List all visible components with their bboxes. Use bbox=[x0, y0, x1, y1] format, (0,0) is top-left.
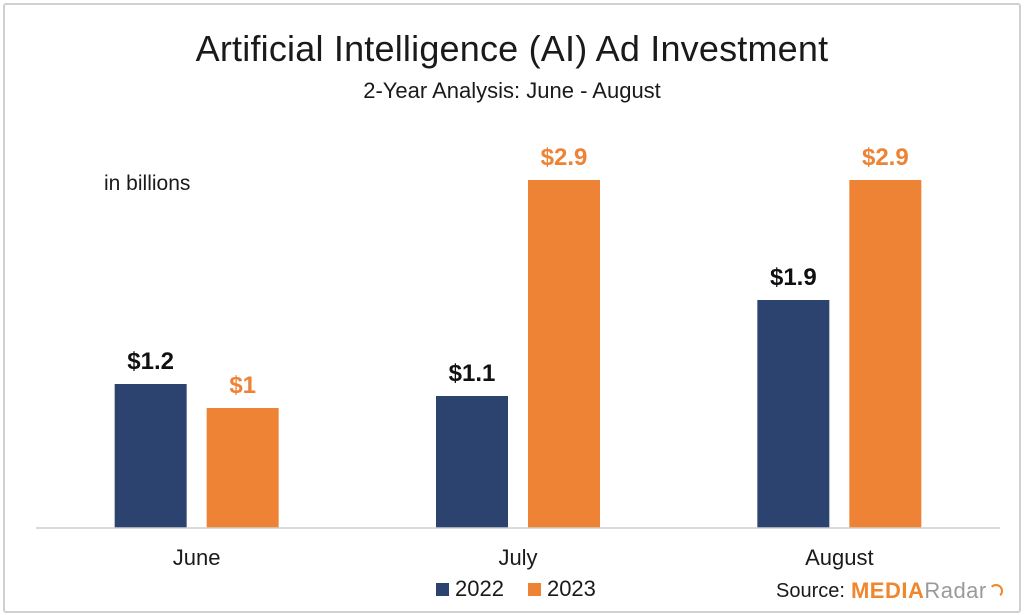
legend-label-2022: 2022 bbox=[455, 576, 504, 601]
legend: 2022 2023 bbox=[436, 576, 620, 602]
unit-note: in billions bbox=[104, 172, 191, 195]
data-label-august-2022: $1.9 bbox=[770, 264, 817, 291]
legend-item-2022: 2022 bbox=[436, 576, 504, 602]
data-label-july-2022: $1.1 bbox=[449, 360, 496, 387]
bar-july-2022 bbox=[436, 396, 508, 528]
source-label: Source: bbox=[776, 579, 845, 602]
radar-signal-icon bbox=[988, 584, 1003, 598]
bar-august-2023 bbox=[849, 180, 922, 528]
bar-august-2022 bbox=[757, 300, 830, 528]
legend-label-2023: 2023 bbox=[546, 576, 596, 601]
x-tick-label-august: August bbox=[805, 545, 874, 570]
bar-july-2023 bbox=[528, 180, 600, 528]
brand-part1: MEDIA bbox=[850, 578, 925, 603]
bar-june-2022 bbox=[114, 384, 187, 528]
x-tick-label-june: June bbox=[173, 545, 221, 570]
legend-item-2023: 2023 bbox=[527, 576, 596, 602]
data-label-august-2023: $2.9 bbox=[862, 144, 909, 171]
x-tick-label-july: July bbox=[498, 545, 537, 570]
legend-swatch-2023 bbox=[527, 582, 541, 596]
data-label-june-2023: $1 bbox=[229, 372, 256, 399]
data-label-june-2022: $1.2 bbox=[127, 348, 174, 375]
legend-swatch-2022 bbox=[436, 582, 449, 596]
bar-june-2023 bbox=[206, 408, 279, 528]
chart-subtitle: 2-Year Analysis: June - August bbox=[363, 78, 661, 103]
source-credit: Source: MEDIARadar bbox=[776, 578, 1003, 604]
brand-logo: MEDIARadar bbox=[851, 578, 1003, 604]
chart-title: Artificial Intelligence (AI) Ad Investme… bbox=[195, 28, 829, 69]
brand-part2: Radar bbox=[924, 578, 987, 603]
data-label-july-2023: $2.9 bbox=[541, 144, 588, 171]
